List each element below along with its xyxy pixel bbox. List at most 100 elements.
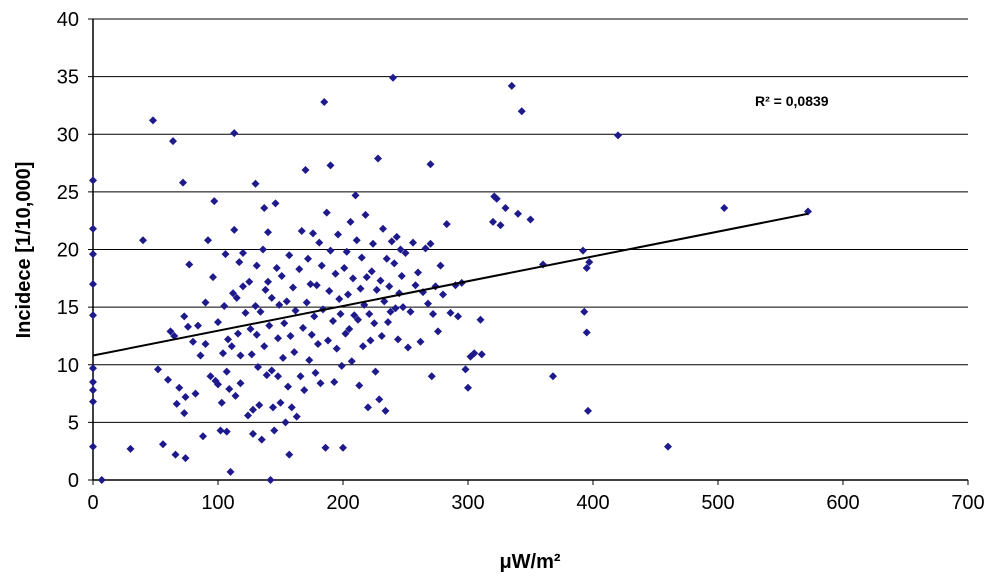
data-point <box>291 306 300 315</box>
data-point <box>316 379 325 388</box>
data-point <box>454 312 462 321</box>
data-point <box>286 331 295 340</box>
y-tick-label: 10 <box>57 355 79 377</box>
data-point <box>306 280 315 289</box>
data-point <box>312 281 321 290</box>
data-point <box>429 310 437 319</box>
data-point <box>315 238 324 247</box>
data-point <box>320 97 329 106</box>
data-point <box>375 395 384 404</box>
data-point <box>406 307 415 316</box>
data-point <box>394 335 402 344</box>
data-point <box>246 325 255 334</box>
data-point <box>267 293 276 302</box>
data-point <box>189 337 197 346</box>
data-point <box>427 372 436 381</box>
data-point <box>584 406 592 415</box>
data-point <box>204 236 212 245</box>
data-point <box>206 372 215 381</box>
y-tick-labels: 0 5 10 15 20 25 30 35 40 <box>57 9 79 492</box>
data-point <box>232 293 241 302</box>
data-point <box>585 258 594 267</box>
data-point <box>234 329 242 338</box>
data-point <box>252 330 261 339</box>
data-point <box>344 290 352 299</box>
data-point <box>261 285 270 294</box>
data-point <box>331 269 340 278</box>
data-point <box>397 272 406 281</box>
data-point <box>285 450 294 459</box>
data-point <box>426 239 435 248</box>
data-point <box>181 454 190 463</box>
data-point <box>614 131 622 140</box>
data-point <box>297 227 306 236</box>
data-point <box>582 328 591 337</box>
data-point <box>225 384 234 393</box>
data-point <box>226 467 235 476</box>
data-point <box>274 334 282 343</box>
data-point <box>549 372 557 381</box>
data-point <box>335 295 344 304</box>
data-point <box>314 340 322 349</box>
data-point <box>379 224 387 233</box>
data-point <box>411 281 420 290</box>
data-point <box>217 398 226 407</box>
data-point <box>332 344 341 353</box>
data-point <box>214 380 222 389</box>
data-point <box>307 330 316 339</box>
data-point <box>292 412 301 421</box>
data-point <box>276 398 285 407</box>
data-point <box>219 349 227 358</box>
data-point <box>582 263 591 272</box>
data-point <box>372 285 381 294</box>
data-point <box>224 335 232 344</box>
data-point <box>489 217 497 226</box>
data-point <box>89 397 97 406</box>
data-point <box>231 391 240 400</box>
data-point <box>280 319 289 328</box>
data-point <box>350 311 359 320</box>
data-point <box>299 323 307 332</box>
x-tick-label: 0 <box>87 492 98 514</box>
data-point <box>311 368 320 377</box>
data-point <box>251 301 260 310</box>
data-point <box>414 268 422 277</box>
data-point <box>236 351 245 360</box>
r-squared-annotation: R² = 0,0839 <box>755 93 829 109</box>
data-point <box>345 325 354 334</box>
data-point <box>349 274 357 283</box>
data-point <box>370 319 379 328</box>
data-point <box>365 310 374 319</box>
data-point <box>149 116 157 125</box>
x-tick-label: 700 <box>951 492 984 514</box>
data-point <box>330 378 339 387</box>
data-point <box>514 209 522 218</box>
data-point <box>720 204 729 213</box>
data-point <box>175 383 184 392</box>
data-point <box>239 248 247 257</box>
data-point <box>229 289 237 298</box>
data-point <box>324 336 332 345</box>
data-point <box>352 236 361 245</box>
data-point <box>282 297 291 306</box>
data-point <box>266 476 275 484</box>
data-point <box>381 406 390 415</box>
data-point <box>191 389 200 398</box>
x-tick-label: 600 <box>826 492 859 514</box>
data-point <box>359 342 367 351</box>
data-point <box>356 284 365 293</box>
y-tick-label: 15 <box>57 297 79 319</box>
data-point <box>337 361 346 370</box>
data-point <box>164 375 172 384</box>
data-point <box>354 315 362 324</box>
data-point <box>214 318 222 327</box>
data-point <box>154 365 162 374</box>
data-point <box>244 411 252 420</box>
data-point <box>172 399 181 408</box>
data-point <box>501 204 510 213</box>
data-point <box>281 418 290 427</box>
data-point <box>275 300 284 309</box>
data-point <box>386 307 395 316</box>
data-point <box>89 280 97 289</box>
data-point <box>362 273 371 282</box>
